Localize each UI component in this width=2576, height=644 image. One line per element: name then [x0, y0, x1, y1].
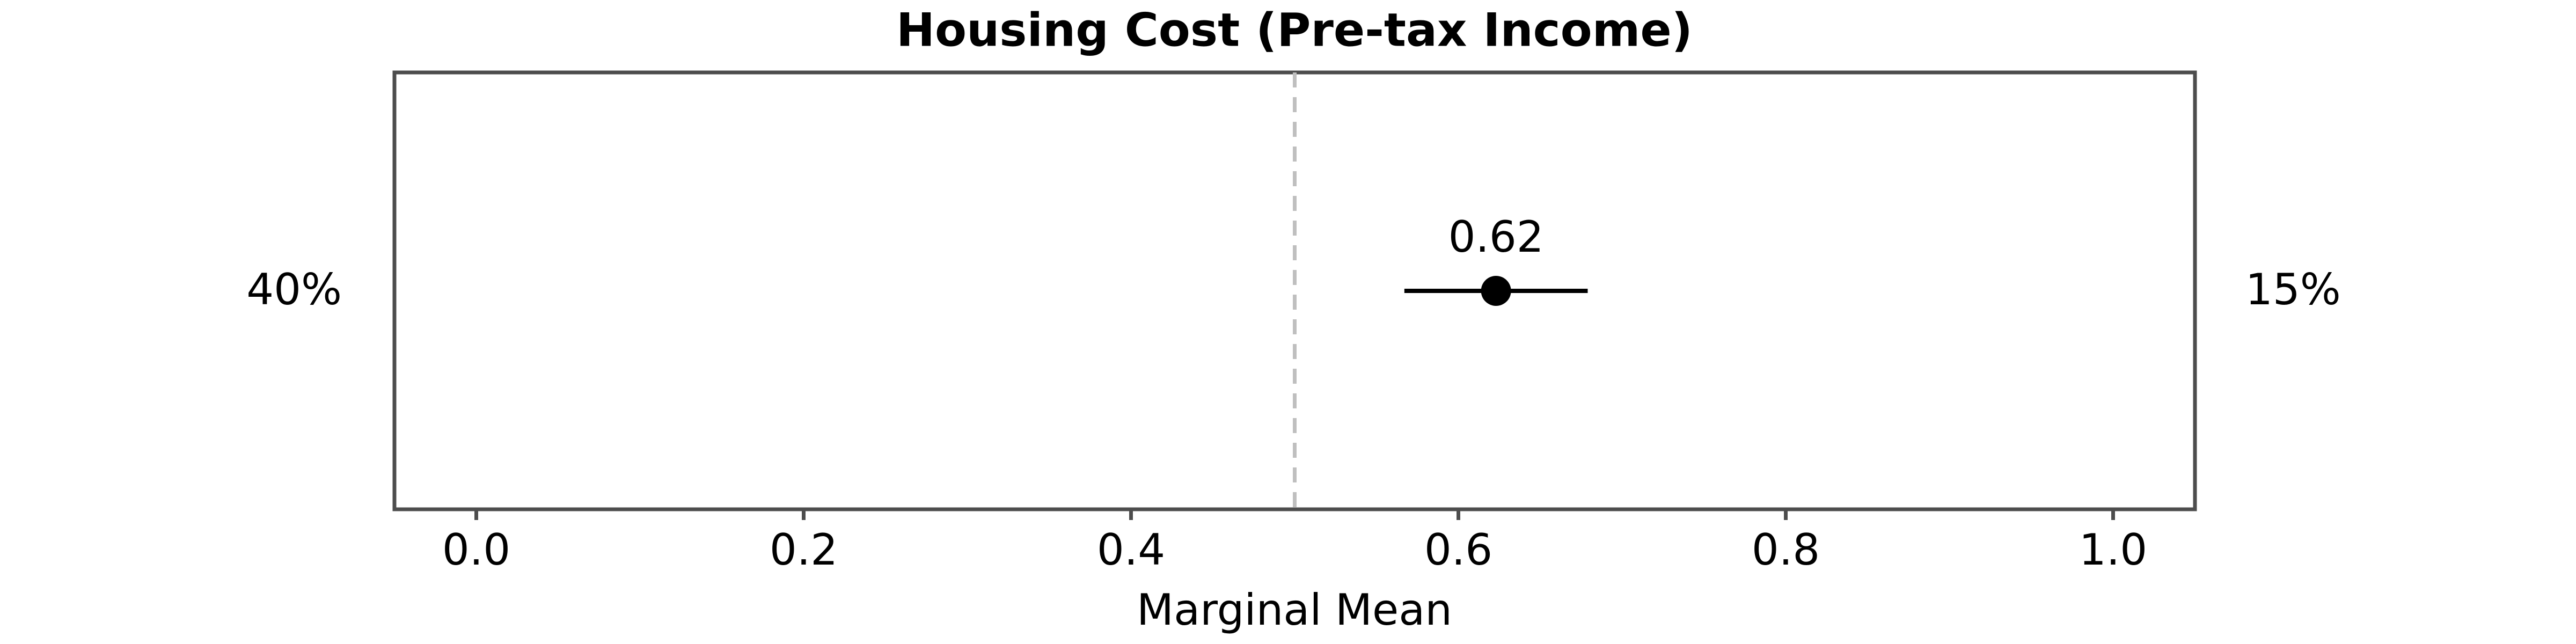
x-tick-label: 0.8 — [1752, 525, 1820, 575]
x-tick-label: 1.0 — [2079, 525, 2147, 575]
value-label: 0.62 — [1448, 212, 1544, 262]
x-tick-label: 0.0 — [442, 525, 510, 575]
x-tick-label: 0.4 — [1097, 525, 1165, 575]
x-axis-label: Marginal Mean — [1137, 585, 1452, 635]
x-tick-label: 0.2 — [770, 525, 838, 575]
right-label: 15% — [2245, 265, 2341, 314]
chart-title: Housing Cost (Pre-tax Income) — [896, 3, 1693, 57]
left-label: 40% — [246, 265, 342, 314]
point — [1481, 276, 1511, 306]
x-tick-label: 0.6 — [1424, 525, 1492, 575]
